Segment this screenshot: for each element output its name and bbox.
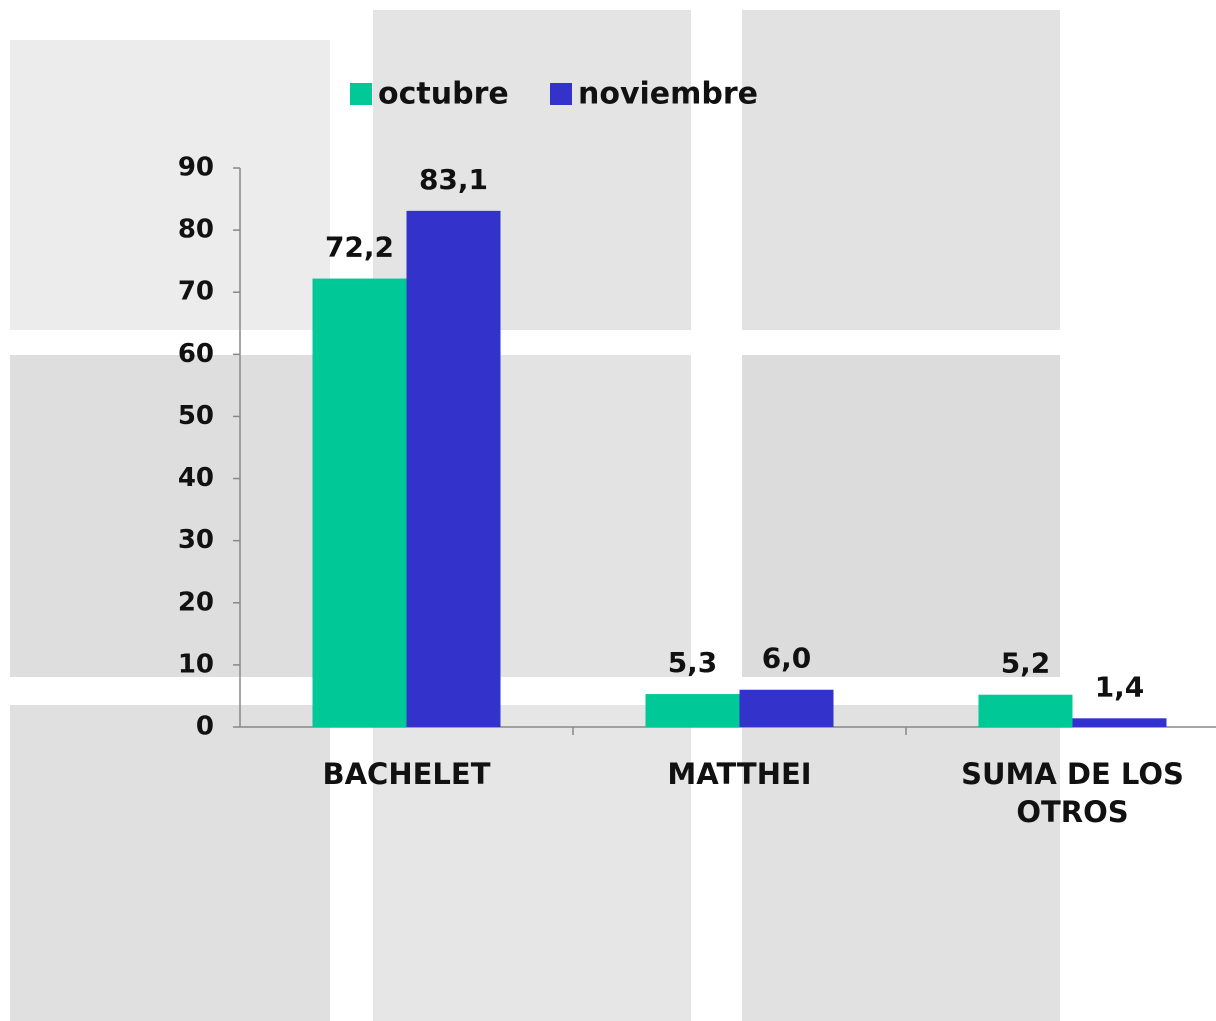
bar: [1072, 718, 1167, 727]
y-tick-label: 10: [178, 649, 214, 679]
photo: [742, 355, 1060, 677]
y-tick-label: 0: [196, 712, 214, 742]
y-tick-label: 20: [178, 587, 214, 617]
value-label: 5,3: [668, 646, 718, 679]
x-tick-label: SUMA DE LOS OTROS: [961, 757, 1184, 829]
y-tick-label: 60: [178, 339, 214, 369]
legend-swatch: [350, 83, 372, 105]
y-tick-label: 80: [178, 215, 214, 245]
x-tick-label: BACHELET: [322, 757, 491, 791]
photo: [742, 705, 1060, 1021]
photo: [10, 705, 330, 1021]
y-tick-label: 40: [178, 463, 214, 493]
bar: [978, 694, 1073, 727]
bar: [739, 689, 834, 727]
legend-swatch: [550, 83, 572, 105]
photo: [10, 355, 330, 677]
y-tick-label: 90: [178, 153, 214, 183]
legend-label: octubre: [378, 77, 509, 112]
y-tick-label: 70: [178, 277, 214, 307]
background-photos: [10, 10, 1060, 1021]
legend-label: noviembre: [578, 77, 758, 112]
bar: [312, 278, 407, 727]
value-label: 6,0: [762, 642, 812, 675]
x-tick-label: MATTHEI: [667, 757, 812, 791]
bar: [645, 694, 740, 727]
y-tick-label: 30: [178, 525, 214, 555]
y-tick-label: 50: [178, 401, 214, 431]
value-label: 72,2: [325, 231, 394, 264]
value-label: 5,2: [1001, 647, 1051, 680]
photo: [742, 10, 1060, 330]
bar: [406, 210, 501, 727]
value-label: 1,4: [1095, 670, 1145, 703]
photo: [10, 40, 330, 330]
value-label: 83,1: [419, 163, 488, 196]
photo: [373, 705, 691, 1021]
